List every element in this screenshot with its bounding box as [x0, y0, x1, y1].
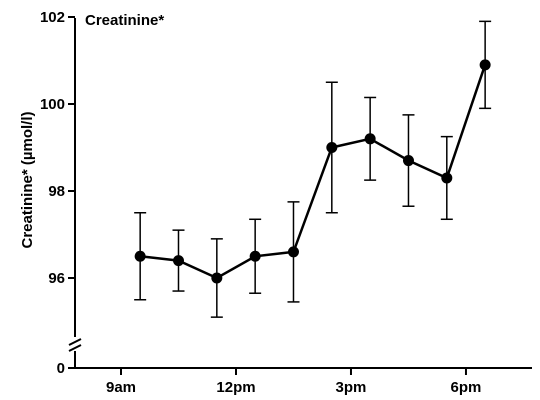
- data-point: [364, 133, 376, 145]
- data-point: [402, 155, 414, 167]
- data-point: [134, 250, 146, 262]
- x-tick-label: 3pm: [336, 379, 367, 396]
- y-tick-label: 98: [48, 183, 65, 200]
- y-tick-label: 0: [57, 360, 65, 377]
- y-axis-break-mark: [68, 338, 82, 352]
- chart-title: Creatinine*: [85, 12, 164, 29]
- x-ticks: 9am 12pm 3pm 6pm: [106, 368, 481, 396]
- data-point: [249, 250, 261, 262]
- data-point: [172, 255, 184, 267]
- x-tick-label: 6pm: [451, 379, 482, 396]
- data-points: [134, 59, 491, 284]
- y-ticks: 0 96 98 100 102: [40, 9, 75, 377]
- y-tick-label: 102: [40, 9, 65, 26]
- error-bars: [134, 20, 492, 318]
- x-tick-label: 12pm: [216, 379, 255, 396]
- x-tick-label: 9am: [106, 379, 136, 396]
- data-point: [287, 246, 299, 258]
- data-point: [211, 272, 223, 284]
- series-line: [140, 64, 487, 280]
- data-point: [326, 142, 338, 153]
- y-tick-label: 96: [48, 270, 65, 287]
- data-point: [479, 59, 491, 71]
- y-axis-label: Creatinine* (µmol/l): [19, 112, 36, 249]
- data-point: [441, 172, 453, 184]
- y-tick-label: 100: [40, 96, 65, 113]
